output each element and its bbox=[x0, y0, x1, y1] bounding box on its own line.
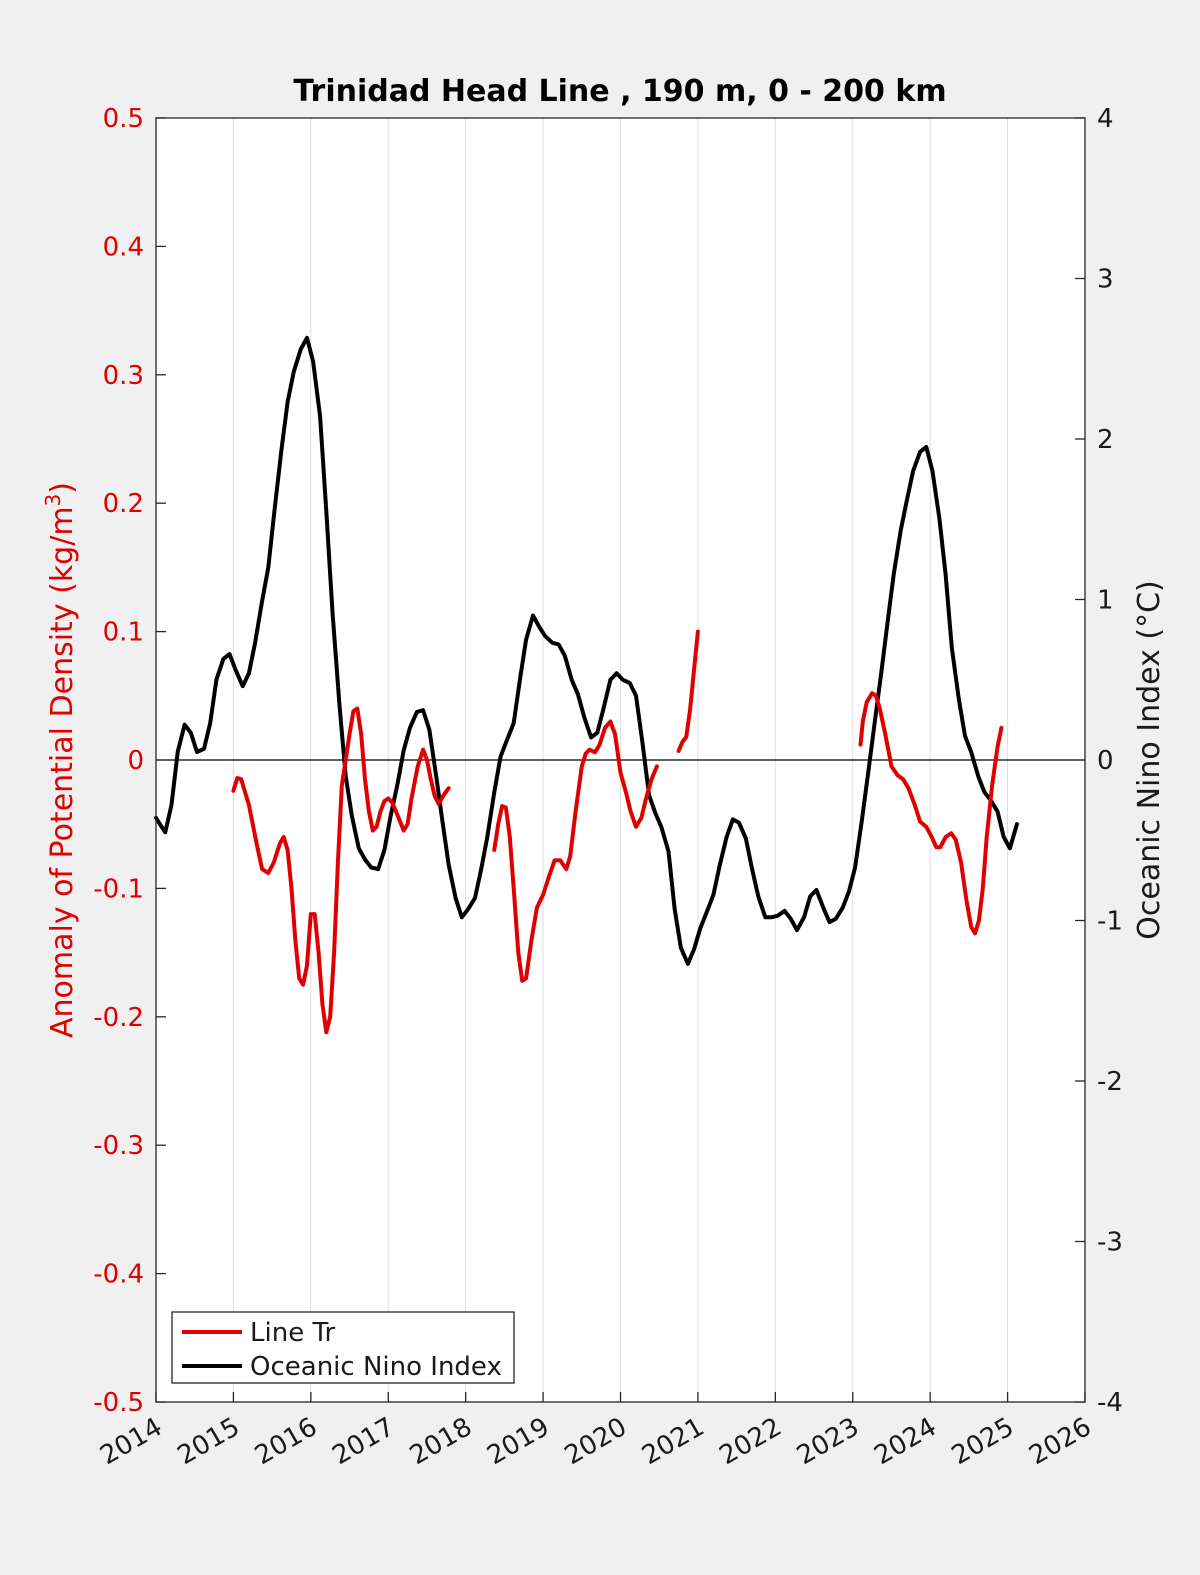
left-y-tick-label: 0.1 bbox=[103, 618, 144, 648]
left-axis-label-close: ) bbox=[45, 482, 80, 494]
right-y-tick-label: -4 bbox=[1097, 1388, 1123, 1418]
right-y-tick-label: -1 bbox=[1097, 907, 1123, 937]
series-layer bbox=[154, 335, 1019, 1035]
right-y-tick-label: 4 bbox=[1097, 104, 1114, 134]
chart-title: Trinidad Head Line , 190 m, 0 - 200 km bbox=[293, 74, 946, 109]
left-y-tick-label: -0.1 bbox=[93, 874, 144, 904]
left-y-tick-label: 0.4 bbox=[103, 232, 144, 262]
legend: Line Tr Oceanic Nino Index bbox=[171, 1311, 515, 1384]
left-y-tick-label: 0.2 bbox=[103, 489, 144, 519]
left-y-tick-label: -0.5 bbox=[93, 1388, 144, 1418]
legend-line-tr-label: Line Tr bbox=[250, 1318, 336, 1348]
left-y-tick-label: -0.4 bbox=[93, 1260, 144, 1290]
left-y-tick-label: -0.3 bbox=[93, 1131, 144, 1161]
left-axis-label: Anomaly of Potential Density (kg/m3) bbox=[41, 482, 80, 1038]
right-y-tick-label: 3 bbox=[1097, 265, 1114, 295]
series-line-tr-segment-2 bbox=[676, 629, 700, 753]
right-y-tick-label: -2 bbox=[1097, 1067, 1123, 1097]
right-axis-label: Oceanic Nino Index (°C) bbox=[1132, 580, 1167, 940]
left-y-tick-label: -0.2 bbox=[93, 1003, 144, 1033]
right-y-tick-label: -3 bbox=[1097, 1228, 1123, 1258]
series-line-tr-segment-3 bbox=[858, 691, 1004, 936]
legend-box bbox=[171, 1311, 515, 1384]
series-line-tr-segment-1 bbox=[492, 719, 659, 983]
right-y-tick-label: 1 bbox=[1097, 586, 1114, 616]
series-oceanic-nino-index-segment-0 bbox=[154, 335, 1019, 966]
right-y-tick-label: 0 bbox=[1097, 746, 1114, 776]
left-axis-label-text: Anomaly of Potential Density (kg/m bbox=[45, 506, 80, 1038]
legend-oni-label: Oceanic Nino Index bbox=[250, 1352, 502, 1382]
right-y-tick-label: 2 bbox=[1097, 425, 1114, 455]
left-y-tick-label: 0 bbox=[127, 746, 144, 776]
left-axis-label-superscript: 3 bbox=[41, 494, 65, 507]
left-y-tick-label: 0.3 bbox=[103, 361, 144, 391]
series-line-tr-segment-0 bbox=[231, 706, 451, 1035]
left-y-tick-label: 0.5 bbox=[103, 104, 144, 134]
